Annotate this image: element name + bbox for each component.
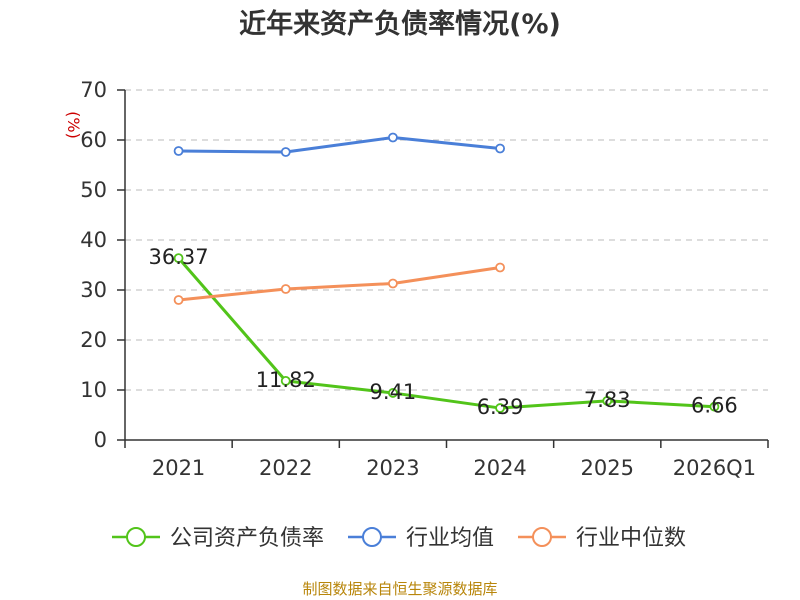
data-label: 11.82 (256, 368, 316, 392)
data-label: 6.39 (477, 395, 524, 419)
data-point[interactable] (495, 143, 505, 154)
legend-item-1[interactable]: 行业均值 (348, 526, 494, 551)
x-tick-label: 2021 (152, 456, 205, 480)
data-point[interactable] (173, 253, 184, 264)
chart-title: 近年来资产负债率情况(%) (239, 8, 561, 40)
data-label: 6.66 (691, 394, 738, 418)
y-tick-label: 60 (80, 128, 107, 152)
series-lines (173, 132, 720, 413)
x-tick-label: 2024 (473, 456, 526, 480)
data-point[interactable] (173, 295, 184, 305)
data-label: 9.41 (370, 380, 417, 404)
y-tick-label: 50 (80, 178, 107, 202)
data-point[interactable] (280, 375, 291, 386)
data-point[interactable] (173, 146, 184, 156)
data-point[interactable] (388, 132, 398, 143)
grid-lines (125, 89, 768, 391)
legend-marker (362, 527, 382, 547)
axes: 0 10 20 30 40 50 60 70 2021 2022 2023 2024 2025 2026Q… (80, 78, 769, 480)
series-line-1 (178, 136, 501, 154)
data-point[interactable] (388, 388, 398, 398)
data-labels: 36.37 11.82 9.41 6.39 7.83 6.66 (149, 245, 738, 419)
y-tick-label: 20 (80, 328, 107, 352)
data-point[interactable] (602, 395, 613, 406)
legend-marker (532, 527, 552, 547)
legend-label: 行业中位数 (576, 526, 686, 551)
series-line-2 (178, 266, 501, 302)
data-point[interactable] (495, 262, 505, 273)
data-point[interactable] (388, 278, 398, 289)
legend-label: 行业均值 (406, 526, 494, 551)
legend-label: 公司资产负债率 (170, 526, 324, 551)
data-point[interactable] (495, 403, 505, 413)
series-line-0 (177, 257, 715, 410)
data-label: 36.37 (149, 245, 209, 269)
data-point[interactable] (280, 147, 291, 157)
data-label: 7.83 (584, 388, 631, 412)
x-tick-label: 2025 (581, 456, 634, 480)
data-point[interactable] (280, 284, 291, 294)
legend-item-0[interactable]: 公司资产负债率 (112, 526, 324, 551)
legend[interactable]: 公司资产负债率 行业均值 行业中位数 (112, 526, 686, 551)
legend-marker (126, 527, 146, 547)
legend-item-2[interactable]: 行业中位数 (518, 526, 686, 551)
source-note: 制图数据来自恒生聚源数据库 (302, 580, 497, 598)
y-tick-label: 0 (94, 428, 107, 452)
x-tick-label: 2022 (259, 456, 312, 480)
y-tick-label: 70 (80, 78, 107, 102)
y-tick-label: 10 (80, 378, 107, 402)
x-tick-label: 2026Q1 (673, 456, 756, 480)
y-axis-unit: (%) (64, 111, 83, 139)
y-tick-label: 30 (80, 278, 107, 302)
data-point[interactable] (709, 401, 720, 412)
y-tick-label: 40 (80, 228, 107, 252)
x-tick-label: 2023 (366, 456, 419, 480)
